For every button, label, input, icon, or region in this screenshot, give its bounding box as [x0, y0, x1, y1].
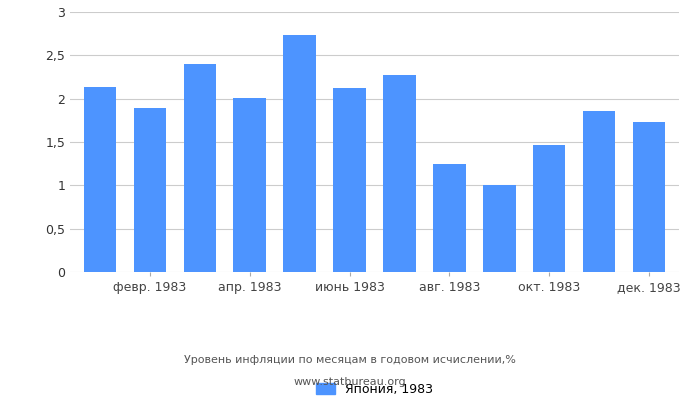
Bar [583, 111, 615, 272]
Bar [234, 98, 266, 272]
Bar [84, 86, 116, 272]
Bar [183, 64, 216, 272]
Bar [533, 144, 566, 272]
Bar [483, 185, 515, 272]
Text: www.statbureau.org: www.statbureau.org [294, 377, 406, 387]
Bar [134, 108, 166, 272]
Bar [433, 164, 466, 272]
Bar [383, 75, 416, 272]
Text: Уровень инфляции по месяцам в годовом исчислении,%: Уровень инфляции по месяцам в годовом ис… [184, 355, 516, 365]
Legend: Япония, 1983: Япония, 1983 [311, 378, 438, 400]
Bar [333, 88, 366, 272]
Bar [633, 122, 665, 272]
Bar [284, 34, 316, 272]
